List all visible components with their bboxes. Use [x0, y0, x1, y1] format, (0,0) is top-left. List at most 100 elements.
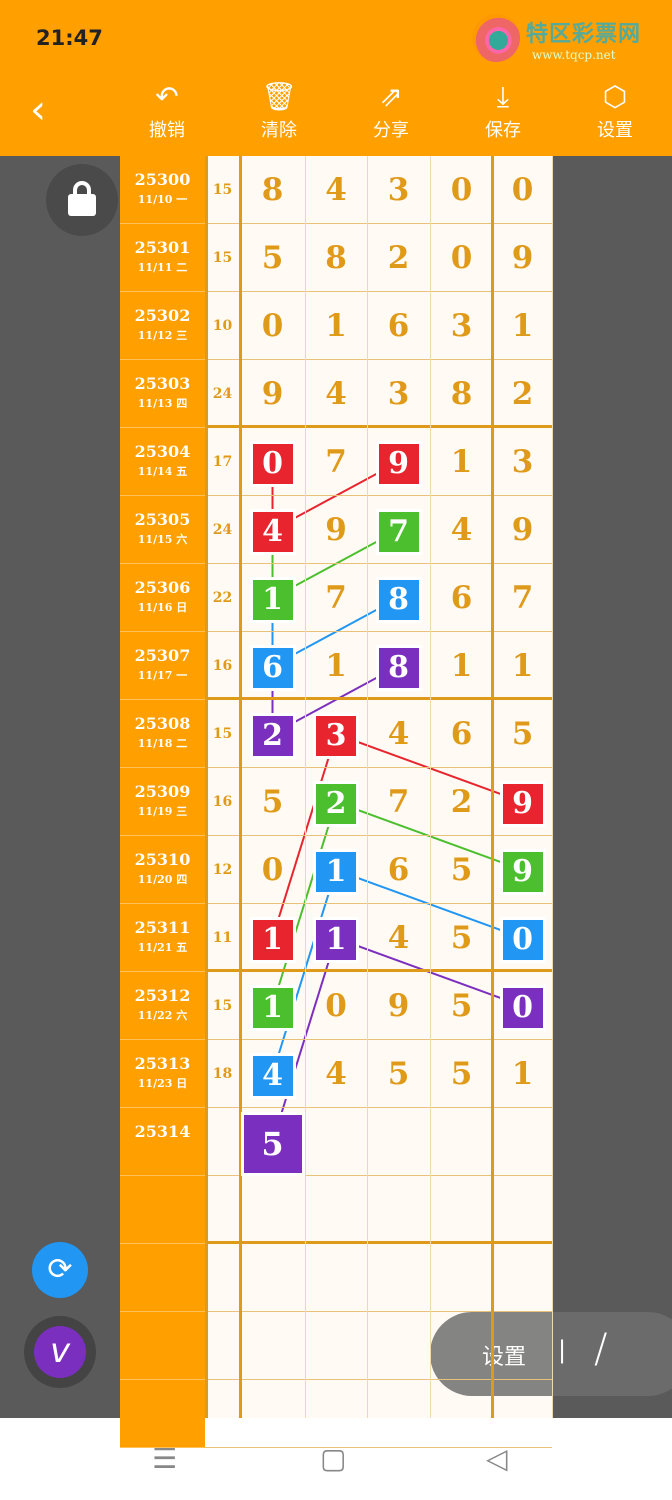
digit-cell[interactable] — [493, 1380, 552, 1448]
digit-cell[interactable] — [430, 1176, 493, 1244]
highlighted-digit[interactable]: 2 — [316, 783, 356, 824]
digit-cell[interactable]: 0 — [493, 904, 552, 972]
digit-cell[interactable]: 2 — [240, 700, 305, 768]
highlighted-digit[interactable]: 2 — [252, 715, 293, 756]
highlighted-digit[interactable]: 1 — [252, 579, 293, 620]
digit-cell[interactable]: 4 — [367, 700, 430, 768]
trend-grid[interactable]: 25300 11/10 一 15 8 4 3 0 0 25301 11/11 二 15 5 8 2 0 9 25… — [120, 156, 553, 1448]
digit-cell[interactable] — [430, 1108, 493, 1176]
digit-cell[interactable]: 5 — [430, 1040, 493, 1108]
digit-cell[interactable]: 8 — [430, 360, 493, 428]
digit-cell[interactable]: 8 — [367, 564, 430, 632]
settings-button[interactable]: ⬡ 设置 — [580, 78, 650, 142]
highlighted-digit[interactable]: 5 — [243, 1114, 302, 1173]
highlighted-digit[interactable]: 9 — [502, 783, 543, 824]
digit-cell[interactable]: 0 — [493, 972, 552, 1040]
highlighted-digit[interactable]: 9 — [378, 443, 419, 484]
digit-cell[interactable]: 8 — [240, 156, 305, 224]
digit-cell[interactable]: 4 — [240, 496, 305, 564]
digit-cell[interactable] — [430, 1312, 493, 1380]
highlighted-digit[interactable]: 8 — [378, 647, 419, 688]
digit-cell[interactable] — [493, 1244, 552, 1312]
digit-cell[interactable] — [493, 1312, 552, 1380]
digit-cell[interactable]: 1 — [305, 836, 367, 904]
digit-cell[interactable]: 8 — [367, 632, 430, 700]
digit-cell[interactable]: 6 — [367, 836, 430, 904]
digit-cell[interactable]: 9 — [493, 224, 552, 292]
digit-cell[interactable]: 0 — [305, 972, 367, 1040]
digit-cell[interactable]: 6 — [240, 632, 305, 700]
digit-cell[interactable] — [430, 1380, 493, 1448]
digit-cell[interactable]: 9 — [493, 836, 552, 904]
digit-cell[interactable]: 9 — [240, 360, 305, 428]
digit-cell[interactable]: 0 — [240, 836, 305, 904]
digit-cell[interactable]: 5 — [430, 836, 493, 904]
digit-cell[interactable] — [305, 1312, 367, 1380]
digit-cell[interactable]: 9 — [493, 768, 552, 836]
highlighted-digit[interactable]: 1 — [252, 987, 293, 1028]
digit-cell[interactable]: 1 — [240, 904, 305, 972]
digit-cell[interactable]: 4 — [305, 360, 367, 428]
digit-cell[interactable]: 7 — [305, 564, 367, 632]
digit-cell[interactable]: 6 — [430, 700, 493, 768]
digit-cell[interactable] — [367, 1244, 430, 1312]
highlighted-digit[interactable]: 7 — [378, 511, 419, 552]
digit-cell[interactable] — [430, 1244, 493, 1312]
digit-cell[interactable]: 5 — [493, 700, 552, 768]
refresh-button[interactable]: ⟳ — [32, 1242, 88, 1298]
digit-cell[interactable]: 1 — [430, 632, 493, 700]
digit-cell[interactable]: 7 — [305, 428, 367, 496]
digit-cell[interactable]: 9 — [367, 428, 430, 496]
digit-cell[interactable]: 5 — [430, 972, 493, 1040]
digit-cell[interactable]: 5 — [240, 224, 305, 292]
digit-cell[interactable] — [305, 1244, 367, 1312]
highlighted-digit[interactable]: 6 — [252, 647, 293, 688]
digit-cell[interactable]: 3 — [367, 360, 430, 428]
digit-cell[interactable]: 7 — [367, 768, 430, 836]
digit-cell[interactable]: 2 — [493, 360, 552, 428]
digit-cell[interactable] — [367, 1176, 430, 1244]
digit-cell[interactable]: 1 — [305, 632, 367, 700]
settings-label[interactable]: 设置 — [482, 1345, 527, 1370]
back-nav-button[interactable]: ◁ — [486, 1442, 508, 1475]
digit-cell[interactable]: 3 — [305, 700, 367, 768]
highlighted-digit[interactable]: 9 — [502, 851, 543, 892]
highlighted-digit[interactable]: 0 — [502, 919, 543, 960]
digit-cell[interactable]: 9 — [305, 496, 367, 564]
undo-button[interactable]: ↶ 撤销 — [132, 78, 202, 142]
digit-cell[interactable]: 2 — [367, 224, 430, 292]
digit-cell[interactable] — [305, 1108, 367, 1176]
digit-cell[interactable]: 5 — [240, 1108, 305, 1176]
highlighted-digit[interactable]: 0 — [252, 443, 293, 484]
digit-cell[interactable]: 5 — [367, 1040, 430, 1108]
digit-cell[interactable]: 9 — [367, 972, 430, 1040]
highlighted-digit[interactable]: 4 — [252, 511, 293, 552]
highlighted-digit[interactable]: 1 — [252, 919, 293, 960]
pen-button[interactable]: v — [24, 1316, 96, 1388]
digit-cell[interactable]: 1 — [305, 904, 367, 972]
digit-cell[interactable]: 6 — [430, 564, 493, 632]
digit-cell[interactable]: 1 — [240, 972, 305, 1040]
digit-cell[interactable]: 4 — [430, 496, 493, 564]
digit-cell[interactable]: 5 — [240, 768, 305, 836]
digit-cell[interactable]: 3 — [430, 292, 493, 360]
digit-cell[interactable] — [305, 1176, 367, 1244]
digit-cell[interactable]: 1 — [430, 428, 493, 496]
settings-pill[interactable]: 设置 | / — [430, 1312, 672, 1396]
digit-cell[interactable]: 4 — [240, 1040, 305, 1108]
digit-cell[interactable] — [240, 1244, 305, 1312]
download-button[interactable]: ⤓ 保存 — [468, 78, 538, 142]
digit-cell[interactable]: 9 — [493, 496, 552, 564]
digit-cell[interactable]: 1 — [493, 292, 552, 360]
digit-cell[interactable]: 1 — [305, 292, 367, 360]
highlighted-digit[interactable]: 1 — [316, 919, 356, 960]
digit-cell[interactable] — [493, 1176, 552, 1244]
digit-cell[interactable] — [240, 1312, 305, 1380]
digit-cell[interactable] — [240, 1380, 305, 1448]
digit-cell[interactable]: 7 — [367, 496, 430, 564]
digit-cell[interactable]: 5 — [430, 904, 493, 972]
digit-cell[interactable]: 0 — [430, 224, 493, 292]
highlighted-digit[interactable]: 3 — [316, 715, 356, 756]
digit-cell[interactable]: 3 — [493, 428, 552, 496]
trash-button[interactable]: 🗑 清除 — [244, 78, 314, 142]
